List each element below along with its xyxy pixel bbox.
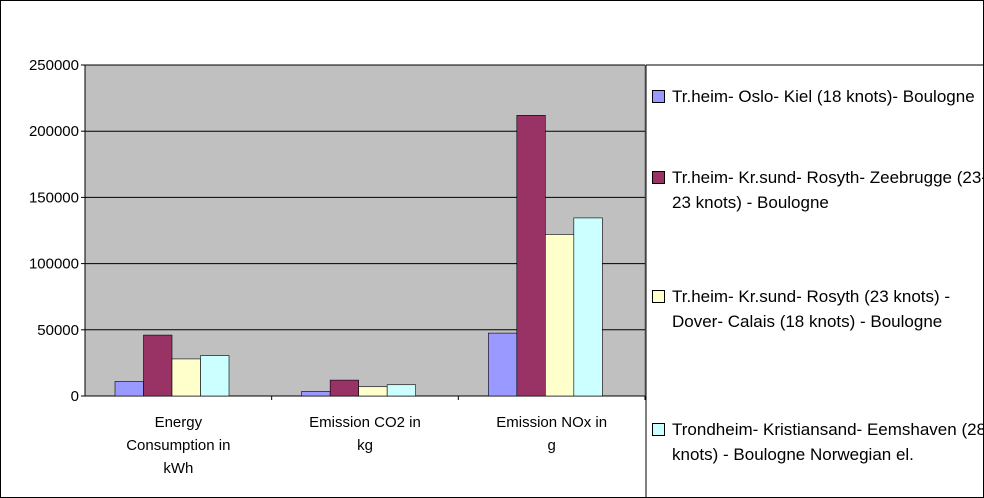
- y-tick-label: 50000: [37, 322, 79, 339]
- legend-label: Tr.heim- Kr.sund- Rosyth (23 knots) - Do…: [672, 287, 951, 331]
- legend-swatch: [652, 290, 665, 303]
- bar: [114, 381, 144, 397]
- bar: [488, 332, 518, 397]
- y-tick-label: 150000: [29, 189, 79, 206]
- y-tick-label: 250000: [29, 57, 79, 74]
- legend-label: Trondheim- Kristiansand- Eemshaven (28 k…: [672, 420, 984, 464]
- bar: [516, 115, 546, 397]
- x-tick-label: Energy Consumption in kWh: [126, 414, 230, 477]
- bar: [200, 355, 230, 397]
- y-tick-label: 0: [71, 388, 79, 405]
- legend-label: Tr.heim- Kr.sund- Rosyth- Zeebrugge (23-…: [672, 168, 984, 212]
- bar: [573, 217, 603, 397]
- bar: [171, 358, 201, 397]
- bar: [386, 384, 416, 397]
- y-tick-label: 200000: [29, 123, 79, 140]
- bar: [545, 234, 575, 397]
- bar: [143, 334, 173, 397]
- legend-item: Tr.heim- Oslo- Kiel (18 knots)- Boulogne: [652, 84, 984, 109]
- bar: [329, 379, 359, 397]
- bar: [301, 391, 331, 397]
- x-tick-label: Emission CO2 in kg: [309, 414, 421, 454]
- legend-item: Trondheim- Kristiansand- Eemshaven (28 k…: [652, 417, 984, 467]
- legend-swatch: [652, 90, 665, 103]
- legend-item: Tr.heim- Kr.sund- Rosyth- Zeebrugge (23-…: [652, 165, 984, 215]
- legend-item: Tr.heim- Kr.sund- Rosyth (23 knots) - Do…: [652, 284, 984, 334]
- legend-swatch: [652, 423, 665, 436]
- legend-swatch: [652, 171, 665, 184]
- bar: [358, 386, 388, 397]
- legend-label: Tr.heim- Oslo- Kiel (18 knots)- Boulogne: [672, 87, 975, 106]
- x-tick-label: Emission NOx in g: [496, 414, 607, 454]
- y-tick-label: 100000: [29, 256, 79, 273]
